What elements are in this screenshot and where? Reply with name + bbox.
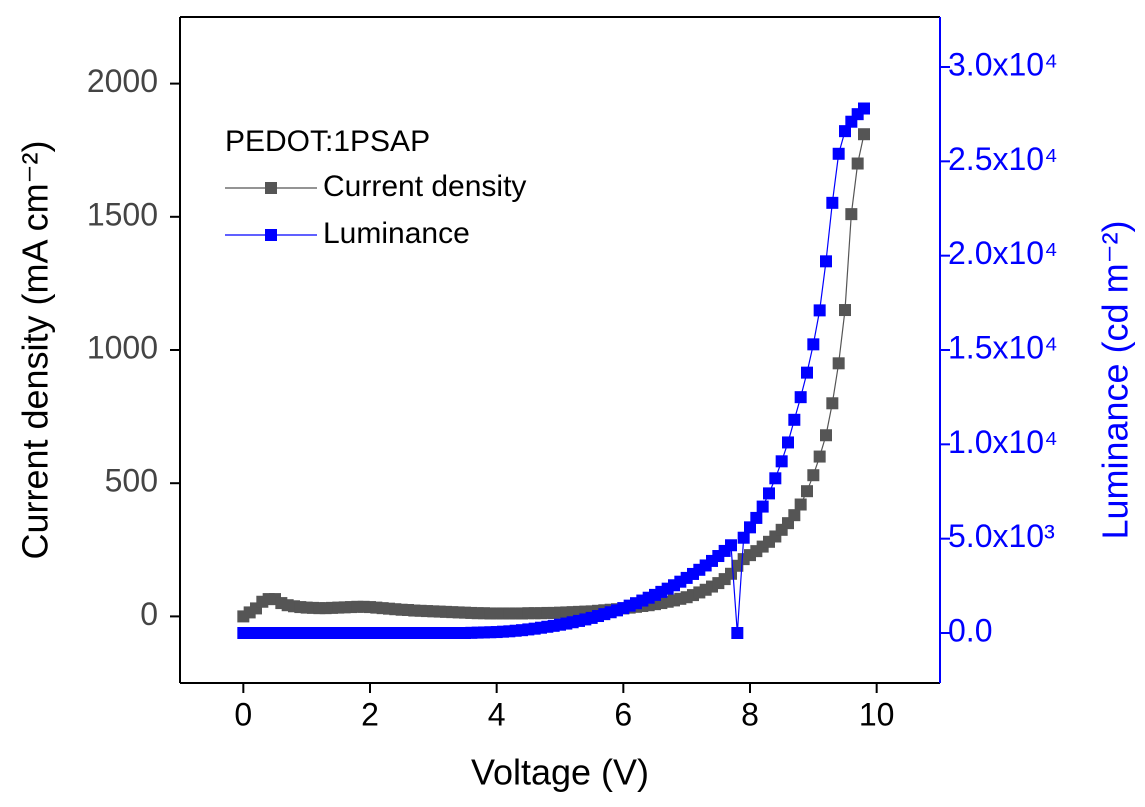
- y-tick-label: 0: [140, 596, 158, 632]
- y2-tick-label: 3.0x10⁴: [948, 46, 1058, 82]
- data-point: [782, 436, 794, 449]
- data-point: [731, 627, 744, 640]
- data-point: [788, 413, 801, 426]
- x-tick-label: 4: [488, 696, 506, 732]
- x-tick-label: 10: [859, 696, 895, 732]
- data-point: [858, 102, 870, 115]
- legend-label: Luminance: [323, 217, 470, 250]
- data-point: [807, 338, 820, 351]
- x-tick-label: 0: [234, 696, 252, 732]
- data-point: [794, 391, 807, 404]
- data-point: [820, 429, 832, 442]
- legend-marker: [265, 182, 277, 194]
- data-point: [813, 304, 826, 317]
- y-tick-label: 2000: [87, 63, 158, 99]
- data-point: [826, 196, 839, 209]
- x-tick-label: 2: [361, 696, 379, 732]
- y-tick-label: 500: [105, 463, 158, 499]
- data-point: [813, 450, 826, 463]
- data-point: [839, 125, 851, 138]
- legend-marker: [265, 229, 277, 241]
- data-point: [769, 472, 782, 485]
- data-point: [832, 357, 845, 370]
- data-point: [763, 487, 775, 500]
- y-tick-label: 1500: [87, 196, 158, 232]
- data-point: [756, 500, 769, 513]
- data-point: [851, 157, 864, 170]
- data-point: [801, 366, 813, 379]
- x-axis-title: Voltage (V): [471, 752, 649, 793]
- data-point: [801, 485, 813, 498]
- y-tick-label: 1000: [87, 329, 158, 365]
- data-point: [845, 208, 858, 221]
- data-point: [750, 511, 763, 524]
- legend-title: PEDOT:1PSAP: [225, 125, 430, 158]
- y2-axis-title: Luminance (cd m⁻²): [1095, 220, 1136, 539]
- legend-label: Current density: [323, 170, 526, 203]
- data-point: [509, 607, 522, 620]
- data-point: [839, 304, 851, 317]
- y2-tick-label: 2.0x10⁴: [948, 235, 1058, 271]
- data-point: [820, 255, 832, 268]
- y2-tick-label: 0.0: [948, 612, 992, 648]
- data-point: [744, 521, 756, 534]
- data-point: [737, 531, 750, 544]
- data-point: [826, 397, 839, 410]
- data-point: [788, 509, 801, 522]
- y2-tick-label: 1.0x10⁴: [948, 424, 1058, 460]
- x-tick-label: 6: [614, 696, 632, 732]
- data-point: [725, 539, 737, 552]
- data-point: [794, 498, 807, 511]
- x-tick-label: 8: [741, 696, 759, 732]
- y2-tick-label: 5.0x10³: [948, 518, 1055, 554]
- data-point: [509, 624, 522, 637]
- data-point: [832, 147, 845, 160]
- y2-tick-label: 2.5x10⁴: [948, 141, 1058, 177]
- data-point: [858, 128, 870, 141]
- y-axis-title: Current density (mA cm⁻²): [15, 140, 56, 559]
- y2-tick-label: 1.5x10⁴: [948, 329, 1058, 365]
- data-point: [807, 469, 820, 482]
- data-point: [775, 455, 788, 468]
